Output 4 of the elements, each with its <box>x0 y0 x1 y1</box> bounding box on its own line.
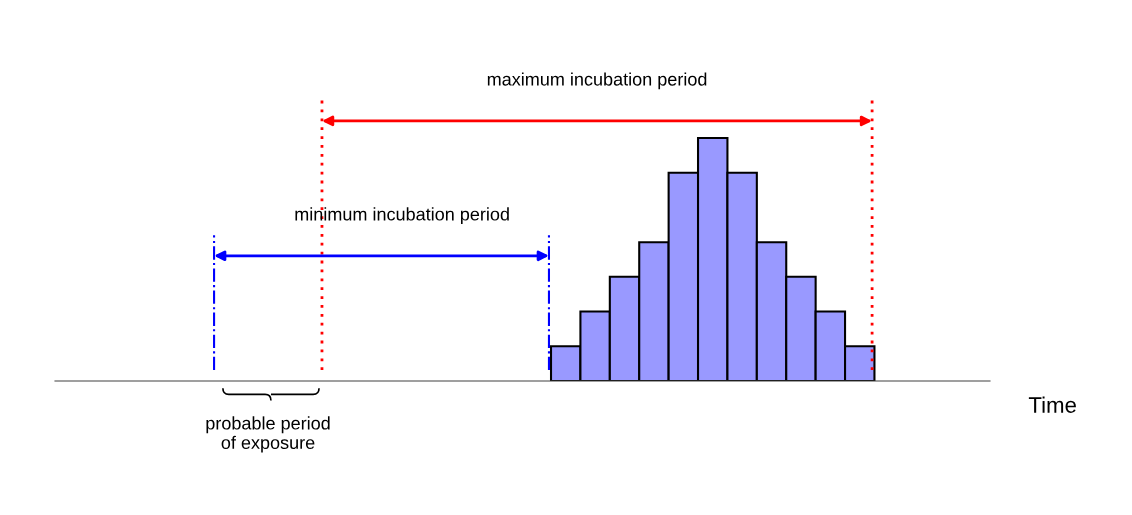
text: minimum incubation period <box>295 207 509 225</box>
text: Time <box>1028 396 1076 413</box>
text: probable period of exposure <box>206 416 330 453</box>
text: maximum incubation period <box>487 72 707 90</box>
